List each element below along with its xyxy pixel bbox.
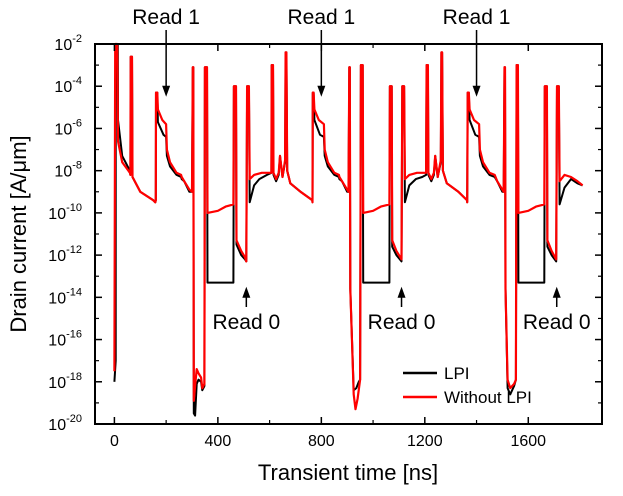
y-axis-title: Drain current [A/μm] [6,135,31,332]
x-tick-label: 1200 [407,433,443,450]
y-tick-label: 10-2 [54,33,82,54]
series-line-1 [113,42,584,411]
x-tick-label: 400 [205,433,232,450]
x-tick-label: 0 [110,433,119,450]
annotation-read-0: Read 0 [523,311,591,334]
annotation-read-0: Read 0 [212,311,280,334]
annotation-arrowhead [397,286,406,298]
annotation-layer: Read 1 Read 1 Read 1 Read 0 Read 0 Read 0 [132,6,590,334]
y-tick-label: 10-10 [48,202,82,223]
y-tick-label: 10-18 [48,371,82,392]
x-axis-title: Transient time [ns] [258,460,438,485]
annotation-read-1: Read 1 [443,6,511,29]
y-tick-label: 10-12 [48,244,82,265]
annotation-arrowhead [317,85,326,97]
y-tick-label: 10-4 [54,75,82,96]
y-tick-label: 10-16 [48,329,82,350]
legend-label-without-lpi: Without LPI [444,388,532,407]
y-tick-label: 10-14 [48,286,82,307]
legend: LPI Without LPI [403,364,532,407]
series-layer [113,42,584,417]
y-tick-label: 10-8 [54,160,82,181]
annotation-arrowhead [552,286,561,298]
annotation-read-0: Read 0 [368,311,436,334]
ticks-layer: 0 400 800 1200 1600 10-20 10-18 10-16 10-14 10-12… [48,33,602,450]
annotation-read-1: Read 1 [287,6,355,29]
annotation-read-1: Read 1 [132,6,200,29]
legend-label-lpi: LPI [444,364,470,383]
annotation-arrowhead [472,85,481,97]
y-tick-label: 10-20 [48,413,82,434]
y-tick-label: 10-6 [54,117,82,138]
annotation-arrowhead [162,85,171,97]
x-tick-label: 1600 [510,433,546,450]
x-tick-label: 800 [308,433,335,450]
annotation-arrowhead [242,286,251,298]
